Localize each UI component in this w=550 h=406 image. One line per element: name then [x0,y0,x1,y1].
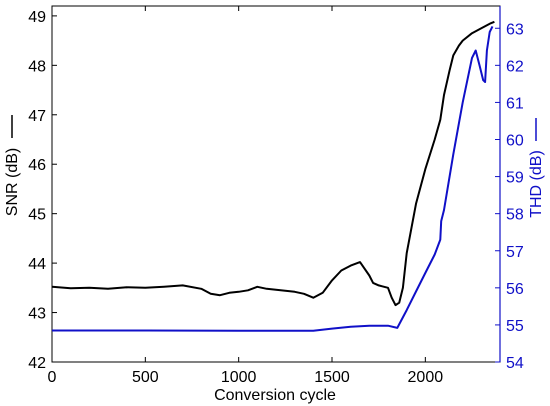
y-right-tick-label: 61 [506,95,524,112]
x-axis: 0 500 1000 1500 2000 [48,6,444,386]
y-right-tick-label: 59 [506,170,524,187]
right-y-axis: 54 55 56 57 58 59 60 61 62 63 [495,21,524,372]
y-right-tick-label: 60 [506,133,524,150]
y-right-tick-label: 62 [506,58,524,75]
y-right-tick-label: 58 [506,207,524,224]
x-tick-label: 1500 [314,369,350,386]
left-y-axis: 42 43 44 45 46 47 48 49 [28,9,57,372]
y-right-tick-label: 63 [506,21,524,38]
y-right-tick-label: 57 [506,244,524,261]
thd-series-line [52,25,494,332]
y-left-tick-label: 42 [28,355,46,372]
x-tick-label: 1000 [221,369,257,386]
y-right-tick-label: 55 [506,318,524,335]
x-tick-label: 2000 [408,369,444,386]
left-y-axis-title: SNR (dB) [4,148,21,216]
plot-area [51,5,501,363]
plot-frame [51,5,501,363]
x-tick-label: 500 [132,369,159,386]
x-tick-label: 0 [48,369,57,386]
y-right-tick-label: 56 [506,281,524,298]
y-left-tick-label: 46 [28,157,46,174]
y-left-tick-label: 43 [28,306,46,323]
y-left-tick-label: 49 [28,9,46,26]
y-left-tick-label: 47 [28,108,46,125]
y-left-tick-label: 44 [28,256,46,273]
y-left-tick-label: 45 [28,207,46,224]
y-left-tick-label: 48 [28,58,46,75]
y-right-tick-label: 54 [506,355,524,372]
right-y-axis-title: THD (dB) [528,150,545,218]
x-axis-title: Conversion cycle [214,387,336,404]
snr-series-line [51,20,495,307]
